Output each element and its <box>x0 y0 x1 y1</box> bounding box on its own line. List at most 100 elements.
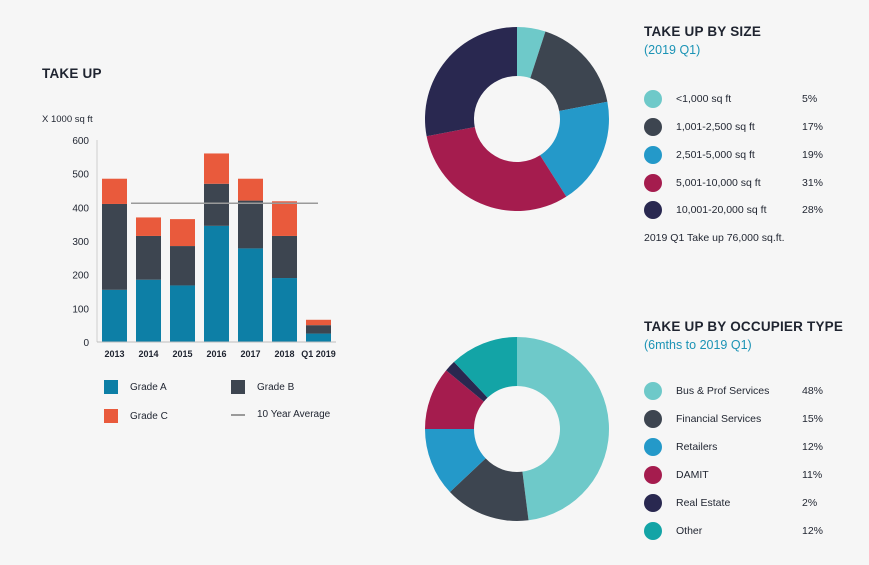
bar-grade-c-2018 <box>272 201 297 236</box>
bar-grade-a-2015 <box>170 285 195 342</box>
size-slice-5-001-10-000-sq-ft <box>426 127 567 211</box>
legend-grade-c: Grade C <box>104 409 168 423</box>
occupier-legend-label: DAMIT <box>676 469 709 481</box>
x-tick-label: 2017 <box>240 349 260 359</box>
occupier-slice-damit <box>425 370 484 429</box>
occupier-legend-pct: 12% <box>802 441 824 453</box>
take-up-bar-chart: 0 100 200 300 400 500 600 2013 2014 2015 2016 2017… <box>72 136 336 359</box>
occupier-legend-pct: 11% <box>802 469 823 481</box>
x-tick-label: 2014 <box>138 349 158 359</box>
bar-grade-c-2017 <box>238 178 263 201</box>
occupier-slice-real-estate <box>446 361 488 402</box>
bar-grade-c-2015 <box>170 219 195 247</box>
occupier-legend-item: Retailers 12% <box>644 437 823 457</box>
navy-dot-icon <box>644 201 662 219</box>
bar-grade-a-2016 <box>204 225 229 342</box>
size-donut-chart <box>425 27 609 211</box>
bar-grade-a-2014 <box>136 279 161 342</box>
size-slice-1-001-2-500-sq-ft <box>530 31 608 111</box>
bar-grade-b-2015 <box>170 246 195 286</box>
x-tick-label: 2013 <box>104 349 124 359</box>
bar-grade-c-2014 <box>136 217 161 236</box>
y-unit-label: X 1000 sq ft <box>42 114 93 125</box>
bar-grade-c-2016 <box>204 153 229 184</box>
size-note: 2019 Q1 Take up 76,000 sq.ft. <box>644 232 785 244</box>
x-tick-label: 2015 <box>172 349 192 359</box>
teal-light-dot-icon <box>644 90 662 108</box>
size-legend-pct: 31% <box>802 177 824 189</box>
occupier-legend-item: Other 12% <box>644 521 823 541</box>
occupier-legend-item: Financial Services 15% <box>644 409 823 429</box>
x-tick-label: 2016 <box>206 349 226 359</box>
bar-grade-b-2013 <box>102 203 127 290</box>
bar-marks <box>102 153 331 342</box>
occupier-slice-retailers <box>425 429 486 492</box>
occupier-legend-pct: 2% <box>802 497 818 509</box>
dark-grey-dot-icon <box>644 118 662 136</box>
size-legend-pct: 19% <box>802 149 824 161</box>
grade-b-swatch <box>231 380 245 394</box>
bar-grade-a-2018 <box>272 278 297 342</box>
occupier-subtitle: (6mths to 2019 Q1) <box>644 338 752 352</box>
legend-grade-a-label: Grade A <box>130 381 167 393</box>
occupier-donut-chart <box>425 337 609 521</box>
size-legend-label: 2,501-5,000 sq ft <box>676 149 755 161</box>
occupier-legend-label: Other <box>676 525 703 537</box>
occupier-legend-label: Bus & Prof Services <box>676 385 770 397</box>
occupier-legend-item: DAMIT 11% <box>644 465 822 485</box>
occupier-legend-pct: 12% <box>802 525 824 537</box>
occupier-legend-label: Real Estate <box>676 497 731 509</box>
y-tick-label: 300 <box>72 237 89 248</box>
y-tick-label: 600 <box>72 136 89 147</box>
navy-dot-icon <box>644 494 662 512</box>
size-legend-pct: 28% <box>802 204 824 216</box>
legend-grade-c-label: Grade C <box>130 410 168 422</box>
bar-grade-b-2016 <box>204 183 229 226</box>
grade-a-swatch <box>104 380 118 394</box>
occupier-donut-slices <box>425 337 609 521</box>
bar-grade-a-2017 <box>238 248 263 342</box>
size-legend-label: 1,001-2,500 sq ft <box>676 121 755 133</box>
occupier-slice-bus-prof-services <box>517 337 609 521</box>
bar-grade-b-2018 <box>272 235 297 279</box>
bar-grade-a-q1-2019 <box>306 333 331 342</box>
y-tick-label: 0 <box>83 338 89 349</box>
teal-dot-icon <box>644 522 662 540</box>
legend-grade-b: Grade B <box>231 380 294 394</box>
legend-average-label: 10 Year Average <box>257 409 331 420</box>
occupier-legend-item: Bus & Prof Services 48% <box>644 381 823 401</box>
size-legend-item: 10,001-20,000 sq ft 28% <box>644 200 823 220</box>
size-legend-pct: 17% <box>802 121 824 133</box>
blue-dot-icon <box>644 146 662 164</box>
occupier-slice-financial-services <box>449 458 529 521</box>
y-tick-label: 200 <box>72 271 89 282</box>
size-slice-2-501-5-000-sq-ft <box>540 101 609 197</box>
size-slice-1-000-sq-ft <box>517 27 546 79</box>
average-line-swatch <box>231 413 245 416</box>
size-legend-item: 2,501-5,000 sq ft 19% <box>644 145 823 165</box>
bar-grade-c-q1-2019 <box>306 319 331 326</box>
y-axis: 0 100 200 300 400 500 600 <box>72 136 98 349</box>
take-up-title: TAKE UP <box>42 66 102 81</box>
bar-grade-b-2017 <box>238 200 263 249</box>
dark-grey-dot-icon <box>644 410 662 428</box>
size-donut-slices <box>425 27 609 211</box>
y-tick-label: 100 <box>72 304 89 315</box>
occupier-legend-label: Retailers <box>676 441 718 453</box>
occupier-legend-label: Financial Services <box>676 413 762 425</box>
size-legend-label: 5,001-10,000 sq ft <box>676 177 761 189</box>
grade-c-swatch <box>104 409 118 423</box>
occupier-legend-item: Real Estate 2% <box>644 493 817 513</box>
teal-light-dot-icon <box>644 382 662 400</box>
size-legend-pct: 5% <box>802 93 818 105</box>
bar-grade-b-q1-2019 <box>306 325 331 334</box>
occupier-legend-pct: 48% <box>802 385 824 397</box>
x-axis: 2013 2014 2015 2016 2017 2018 Q1 2019 <box>97 341 336 359</box>
size-legend-item: 1,001-2,500 sq ft 17% <box>644 117 823 137</box>
legend-grade-b-label: Grade B <box>257 381 295 393</box>
size-legend-item: <1,000 sq ft 5% <box>644 89 817 109</box>
bar-grade-c-2013 <box>102 178 127 204</box>
legend-grade-a: Grade A <box>104 380 167 394</box>
crimson-dot-icon <box>644 466 662 484</box>
y-tick-label: 500 <box>72 170 89 181</box>
